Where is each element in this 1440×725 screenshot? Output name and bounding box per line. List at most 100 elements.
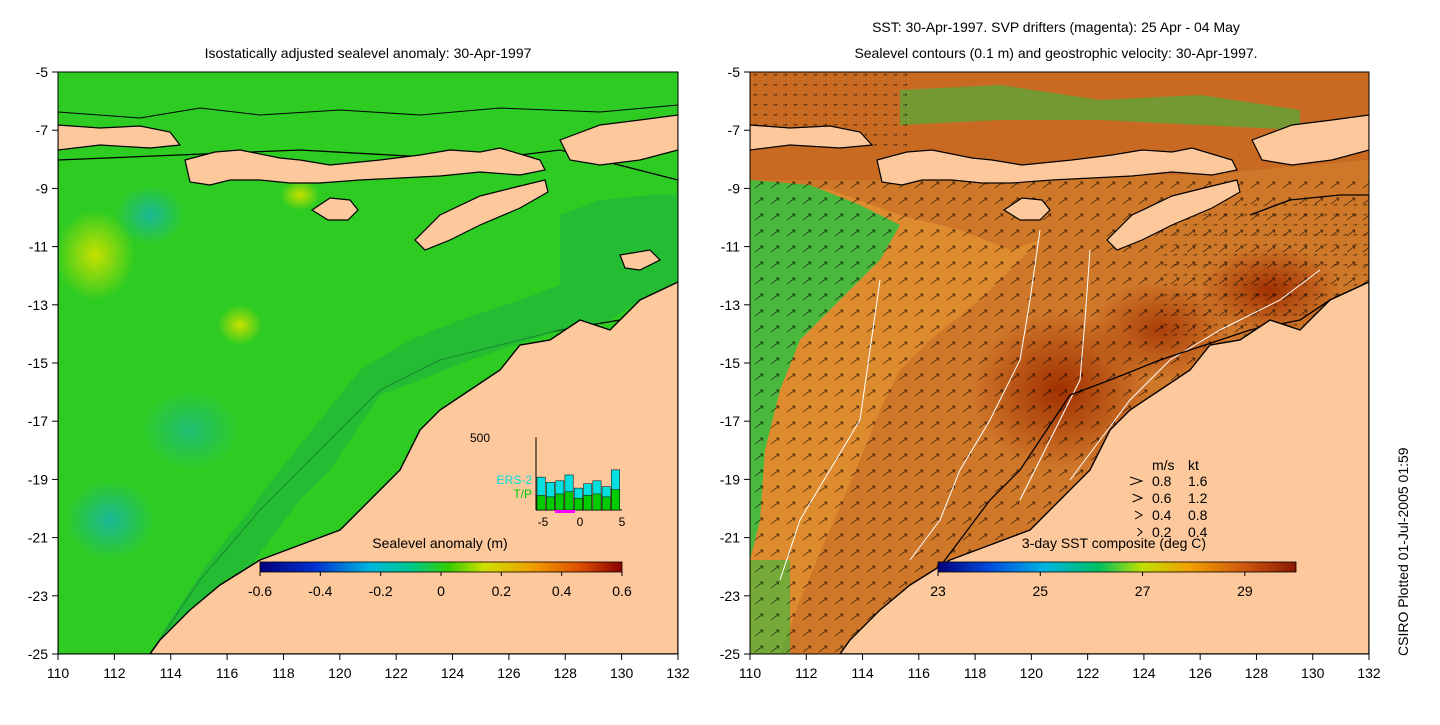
hist-bar-tp: [555, 493, 565, 511]
lon-tick-label: 120: [1020, 665, 1044, 681]
velocity-key-ms: 0.4: [1152, 507, 1172, 523]
right-lat-axis: -5 -7 -9 -11 -13 -15 -17 -19 -21 -23 -25: [720, 64, 750, 662]
lon-tick-label: 132: [1357, 665, 1381, 681]
lat-tick-label: -11: [721, 239, 740, 255]
lesser-sunda-islands: [184, 147, 546, 186]
hist-xtick: 0: [577, 515, 584, 529]
lat-tick-label: -23: [28, 588, 48, 604]
hist-bar-tp: [611, 489, 620, 511]
colorbar-tick-label: 0: [437, 583, 445, 599]
sealevel-contour: [909, 229, 1041, 561]
lon-tick-label: 114: [160, 665, 183, 681]
hist-bar-tp: [536, 495, 546, 511]
lon-tick-label: 130: [1301, 665, 1325, 681]
colorbar-tick-label: -0.6: [248, 583, 272, 599]
lat-tick-label: -19: [28, 471, 48, 487]
credit-text: CSIRO Plotted 01-Jul-2005 01:59: [1395, 447, 1411, 656]
velocity-key-ms: 0.8: [1152, 473, 1172, 489]
lon-tick-label: 122: [385, 665, 409, 681]
lat-tick-label: -17: [720, 413, 740, 429]
sla-low-blob: [140, 390, 240, 470]
right-lon-axis: 110 112 114 116 118 120 122 124 126 128 130 132: [739, 654, 1381, 681]
hist-ers2-label: ERS-2: [497, 473, 533, 487]
lat-tick-label: -15: [720, 355, 740, 371]
left-colorbar: Sealevel anomaly (m) -0.6 -0.4 -0.2 0 0.2 0.4…: [248, 535, 632, 599]
lat-tick-label: -11: [29, 239, 48, 255]
lon-tick-label: 114: [851, 665, 874, 681]
north-islands: [559, 114, 678, 166]
australia-land: [839, 281, 1369, 654]
right-title-line2: Sealevel contours (0.1 m) and geostrophi…: [854, 45, 1257, 61]
lon-tick-label: 126: [1189, 665, 1213, 681]
hist-bar-tp: [564, 491, 574, 511]
velocity-key-arrow-icon: [1137, 527, 1143, 537]
north-islands: [1251, 114, 1369, 166]
lon-tick-label: 120: [328, 665, 352, 681]
velocity-key-header-ms: m/s: [1152, 457, 1175, 473]
sla-high-blob: [58, 210, 135, 300]
left-lat-axis: -5 -7 -9 -11 -13 -15 -17 -19 -21 -23 -25: [28, 64, 58, 662]
colorbar-tick-label: -0.2: [369, 583, 393, 599]
hist-xtick: 5: [619, 515, 626, 529]
sealevel-contour: [779, 279, 881, 581]
lat-tick-label: -5: [728, 64, 741, 80]
lon-tick-label: 128: [1245, 665, 1269, 681]
sla-high-blob: [218, 305, 262, 345]
hist-bar-tp: [573, 498, 583, 511]
hist-bar-tp: [583, 495, 593, 511]
sealevel-contour: [1019, 249, 1091, 501]
colorbar-tick-label: 27: [1135, 583, 1151, 599]
shelf-contour: [869, 194, 1369, 654]
sumba-island: [1002, 197, 1051, 221]
sst-north-cool: [900, 85, 1300, 130]
velocity-key-ms: 0.2: [1152, 524, 1172, 540]
lon-tick-label: 116: [908, 665, 931, 681]
lon-tick-label: 124: [441, 665, 465, 681]
left-colorbar-ramp: [259, 561, 623, 573]
right-colorbar: 3-day SST composite (deg C) 23 25 27 29: [930, 535, 1297, 599]
sealevel-contour: [1069, 269, 1321, 481]
inset-histogram: 500 ERS-2 T/P -5 0 5: [470, 431, 626, 529]
lat-tick-label: -5: [36, 64, 49, 80]
hist-ymax-label: 500: [470, 431, 490, 445]
lon-tick-label: 124: [1132, 665, 1156, 681]
left-lon-axis: 110 112 114 116 118 120 122 124 126 128 130 132: [47, 654, 690, 681]
velocity-key-arrow-icon: [1129, 476, 1144, 486]
lat-tick-label: -9: [728, 180, 741, 196]
timor-island: [414, 179, 549, 251]
colorbar-tick-label: 0.4: [552, 583, 572, 599]
left-map: Isostatically adjusted sealevel anomaly:…: [28, 45, 690, 681]
right-colorbar-ramp: [937, 561, 1297, 573]
colorbar-tick-label: 29: [1237, 583, 1253, 599]
lat-tick-label: -25: [720, 646, 740, 662]
lat-tick-label: -23: [720, 588, 740, 604]
hist-bar-tp: [601, 496, 611, 511]
sla-high-blob: [280, 180, 320, 210]
lon-tick-label: 130: [610, 665, 634, 681]
lon-tick-label: 110: [47, 665, 70, 681]
sla-low-blob: [65, 480, 155, 560]
shelf-region: [150, 195, 678, 654]
lat-tick-label: -19: [720, 471, 740, 487]
north-contour: [58, 72, 678, 119]
velocity-key-kt: 0.4: [1188, 524, 1208, 540]
left-title: Isostatically adjusted sealevel anomaly:…: [205, 45, 532, 61]
lat-tick-label: -7: [728, 122, 741, 138]
lon-tick-label: 128: [554, 665, 578, 681]
lat-tick-label: -13: [720, 297, 740, 313]
australia-land: [149, 281, 678, 654]
lon-tick-label: 126: [497, 665, 521, 681]
lon-tick-label: 112: [795, 665, 818, 681]
hist-xtick: -5: [538, 515, 549, 529]
lon-tick-label: 110: [739, 665, 762, 681]
lat-tick-label: -9: [36, 180, 49, 196]
lat-tick-label: -15: [28, 355, 48, 371]
lat-tick-label: -17: [28, 413, 48, 429]
lon-tick-label: 132: [666, 665, 690, 681]
velocity-key: m/s kt 0.8 1.60.6 1.20.4 0.80.2 0.4: [1129, 457, 1208, 540]
colorbar-tick-label: 0.2: [492, 583, 512, 599]
lat-tick-label: -13: [28, 297, 48, 313]
hist-bar-tp: [592, 493, 602, 511]
right-map: SST: 30-Apr-1997. SVP drifters (magenta)…: [720, 19, 1381, 681]
